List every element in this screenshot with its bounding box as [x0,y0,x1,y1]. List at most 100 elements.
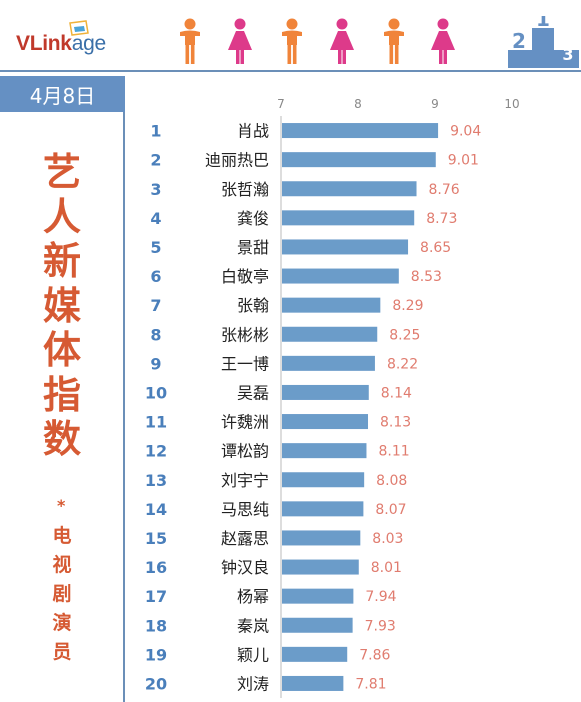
artist-name: 吴磊 [237,383,269,402]
x-tick-label: 10 [504,97,519,111]
x-tick-label: 9 [431,97,439,111]
artist-name: 许魏洲 [221,413,269,432]
value-label: 7.86 [359,647,390,663]
title-asterisk: * [57,496,66,515]
bar [282,443,367,459]
artist-name: 肖战 [237,122,269,141]
artist-name: 颖儿 [237,645,269,664]
rank-label: 19 [145,645,167,664]
x-tick-label: 7 [277,97,285,111]
value-label: 8.65 [420,240,451,256]
subtitle-char: 电 [52,525,72,547]
rank-label: 11 [145,413,167,432]
rank-label: 7 [150,296,161,315]
header-divider [0,70,581,72]
value-label: 7.93 [365,618,396,634]
x-tick-label: 8 [354,97,362,111]
value-label: 7.94 [365,589,396,605]
date-label: 4月8日 [0,76,125,112]
value-label: 8.07 [375,502,406,518]
logo-text-secondary: age [71,32,106,55]
title-char: 数 [42,417,81,461]
bar [282,210,415,226]
artist-name: 钟汉良 [221,558,269,577]
value-label: 8.73 [426,211,457,227]
bar [282,588,354,604]
bar [282,472,365,488]
subtitle-char: 员 [52,641,72,663]
logo-text-primary: VLink [16,32,72,55]
rank-label: 3 [150,180,161,199]
rank-label: 20 [145,674,167,693]
title-char: 媒 [42,283,81,328]
bar [282,675,344,691]
rank-label: 2 [150,151,161,170]
rank-label: 1 [150,122,161,141]
value-label: 9.01 [448,153,479,169]
rank-label: 6 [150,267,161,286]
title-char: 人 [42,194,81,239]
bar [282,326,378,342]
bar [282,501,364,517]
title-vertical: 艺 人 新 媒 体 指 数 [34,150,90,462]
artist-name: 龚俊 [237,209,269,228]
artist-name: 赵露思 [221,529,269,548]
rank-label: 14 [145,500,167,519]
bar [282,646,348,662]
bar [282,297,381,313]
header: VLinkage 2 1 [0,0,581,72]
rank-label: 13 [145,471,167,490]
artist-name: 张翰 [237,296,269,315]
bar [282,268,399,284]
bar [282,152,436,168]
artist-name: 景甜 [237,238,269,257]
bar [282,617,353,633]
artist-name: 白敬亭 [221,267,269,286]
value-label: 8.08 [376,473,407,489]
artist-name: 刘涛 [237,674,269,693]
bar [282,355,375,371]
value-label: 8.25 [389,327,420,343]
rank-label: 17 [145,587,167,606]
title-char: 艺 [42,150,81,194]
value-label: 8.11 [378,444,409,460]
artist-name: 谭松韵 [221,442,269,461]
bar [282,239,409,255]
rank-label: 5 [150,238,161,257]
bar [282,559,359,575]
rank-label: 16 [145,558,167,577]
logo-window-icon [69,20,89,36]
value-label: 8.29 [392,298,423,314]
artist-name: 秦岚 [237,616,269,635]
rank-label: 9 [150,354,161,373]
artist-name: 张彬彬 [221,325,269,344]
artist-name: 张哲瀚 [221,180,269,199]
rank-label: 8 [150,325,161,344]
artist-name: 王一博 [221,354,269,373]
artist-name: 杨幂 [237,587,269,606]
subtitle-char: 剧 [52,583,72,605]
bar [282,530,361,546]
podium-label-2: 2 [512,29,526,53]
bar [282,384,369,400]
title-char: 新 [42,239,81,283]
value-label: 8.22 [387,356,418,372]
title-char: 体 [42,328,81,372]
value-label: 8.14 [381,385,412,401]
artist-name: 迪丽热巴 [205,151,269,170]
rank-label: 18 [145,616,167,635]
sidebar-border [123,112,125,702]
rank-label: 4 [150,209,161,228]
value-label: 8.76 [429,182,460,198]
rank-label: 12 [145,442,167,461]
subtitle-char: 演 [52,612,72,634]
rank-label: 15 [145,529,167,548]
bar [282,123,439,139]
subtitle-vertical: 电 视 剧 演 员 [44,522,80,667]
subtitle-char: 视 [52,554,72,576]
artist-name: 马思纯 [221,500,269,519]
artist-name: 刘宇宁 [221,471,269,490]
value-label: 7.81 [355,676,386,692]
podium-label-1: 1 [536,16,550,31]
